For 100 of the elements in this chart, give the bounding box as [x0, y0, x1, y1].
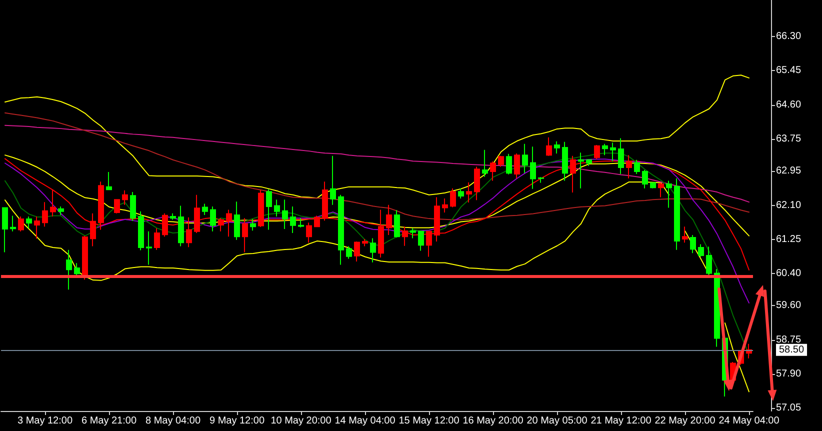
candlestick [194, 194, 200, 234]
x-tick-label: 21 May 12:00 [590, 416, 652, 426]
x-tick-label: 16 May 20:00 [462, 416, 524, 426]
candlestick [130, 192, 136, 222]
candlestick [298, 218, 304, 228]
y-tick-label: 57.90 [776, 368, 802, 380]
candlestick [514, 152, 520, 179]
candlestick [386, 204, 392, 236]
x-tick-label: 20 May 05:00 [526, 416, 588, 426]
candlestick [114, 199, 120, 214]
candlestick [658, 182, 664, 198]
line-series [4, 74, 750, 199]
candlestick [338, 194, 344, 266]
y-tick-label: 59.60 [776, 300, 802, 312]
y-tick-label: 57.05 [776, 402, 802, 414]
candlestick [410, 228, 416, 239]
line-series [4, 154, 750, 236]
candlestick [426, 230, 432, 258]
candlestick [314, 215, 320, 228]
candlestick [162, 212, 168, 238]
candlestick [546, 136, 552, 156]
candlestick [354, 240, 360, 262]
candlestick [698, 244, 704, 258]
candlestick [178, 205, 184, 247]
line-series [4, 112, 750, 220]
line-series [4, 158, 750, 304]
candlestick [442, 198, 448, 214]
y-tick-label: 62.10 [776, 200, 802, 211]
candlestick [586, 158, 592, 166]
x-tick-label: 24 May 04:00 [718, 416, 780, 426]
candlestick [242, 218, 248, 253]
candlestick [458, 188, 464, 199]
candlestick [554, 140, 560, 154]
candlestick [58, 206, 64, 216]
candlestick [210, 206, 216, 232]
candlestick [282, 199, 288, 230]
candlestick [250, 218, 256, 232]
candlestick [490, 161, 496, 182]
candlestick [346, 246, 352, 260]
candlestick [610, 142, 616, 162]
candlestick [170, 212, 176, 220]
line-series [4, 158, 750, 270]
candlestick [34, 216, 40, 240]
candlestick [474, 166, 480, 201]
candlestick [322, 181, 328, 222]
y-tick-label: 62.95 [776, 166, 802, 177]
candlestick [186, 216, 192, 248]
y-tick-label: 66.30 [776, 31, 802, 42]
candlestick [434, 196, 440, 242]
candlestick [330, 155, 336, 206]
y-tick-label: 60.40 [776, 268, 802, 280]
candlestick [218, 218, 224, 232]
y-tick-label: 64.60 [776, 99, 802, 110]
candlestick [106, 171, 112, 190]
candlestick [2, 206, 8, 253]
candlestick [138, 210, 144, 251]
candlestick [578, 152, 584, 189]
candlestick [618, 138, 624, 174]
candlestick [562, 141, 568, 182]
candlestick [530, 146, 536, 190]
candlestick [122, 190, 128, 206]
candlestick [602, 143, 608, 156]
x-tick-label: 14 May 04:00 [334, 416, 396, 426]
candlestick [594, 144, 600, 160]
candlestick [370, 238, 376, 263]
ref-line-label: 58.50 [779, 344, 804, 356]
candlestick [402, 226, 408, 246]
candlestick [42, 202, 48, 228]
candlestick [674, 178, 680, 250]
candlestick [482, 149, 488, 178]
candlestick [682, 226, 688, 244]
candlestick [258, 189, 264, 228]
x-tick-label: 9 May 12:00 [209, 416, 265, 426]
candlestick [18, 216, 24, 232]
candlestick [506, 153, 512, 175]
candlestick [74, 262, 80, 277]
line-series [4, 152, 750, 356]
candlestick [226, 209, 232, 238]
x-tick-label: 10 May 20:00 [270, 416, 332, 426]
x-tick-label: 3 May 12:00 [17, 416, 73, 426]
y-tick-label: 58.75 [776, 334, 802, 346]
x-tick-label: 6 May 21:00 [81, 416, 137, 426]
candlestick [538, 176, 544, 184]
candlestick [666, 180, 672, 208]
candlestick [66, 249, 72, 290]
candlestick [690, 234, 696, 254]
candlestick [98, 181, 104, 230]
x-tick-label: 15 May 12:00 [398, 416, 460, 426]
candlestick [706, 246, 712, 276]
candlestick [154, 228, 160, 250]
y-tick-label: 63.75 [776, 134, 802, 145]
candlestick [266, 188, 272, 230]
candlestick [90, 212, 96, 247]
candlestick [362, 238, 368, 247]
candlestick [26, 216, 32, 229]
candlestick [466, 182, 472, 203]
candlestick [10, 215, 16, 232]
x-tick-label: 22 May 20:00 [654, 416, 716, 426]
y-tick-label: 61.25 [776, 234, 802, 245]
candlestick [450, 188, 456, 208]
